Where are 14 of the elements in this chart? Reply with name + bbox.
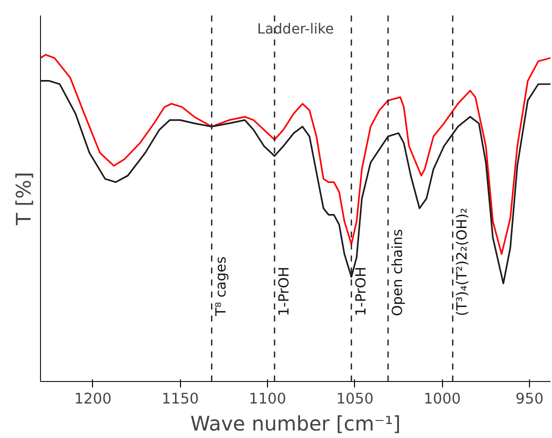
ref-line-label: 1-PrOH — [353, 266, 370, 316]
x-tick-label: 1100 — [248, 390, 286, 408]
y-axis-title: T [%] — [12, 172, 36, 226]
ref-line-label: 1-PrOH — [276, 266, 293, 316]
x-tick-label: 1050 — [336, 390, 374, 408]
x-tick-label: 950 — [516, 390, 544, 408]
ref-line-label: Open chains — [390, 229, 406, 316]
x-tick-label: 1000 — [424, 390, 461, 408]
x-tick-label: 1150 — [162, 390, 199, 408]
ref-line-label: T⁸ cages — [214, 256, 230, 318]
ref-line-label: (T³)₄(T²)2₂(OH)₂ — [454, 208, 471, 316]
text: Ladder-like — [257, 22, 334, 38]
x-axis-title: Wave number [cm⁻¹] — [190, 412, 401, 436]
x-tick-label: 1200 — [74, 390, 112, 408]
